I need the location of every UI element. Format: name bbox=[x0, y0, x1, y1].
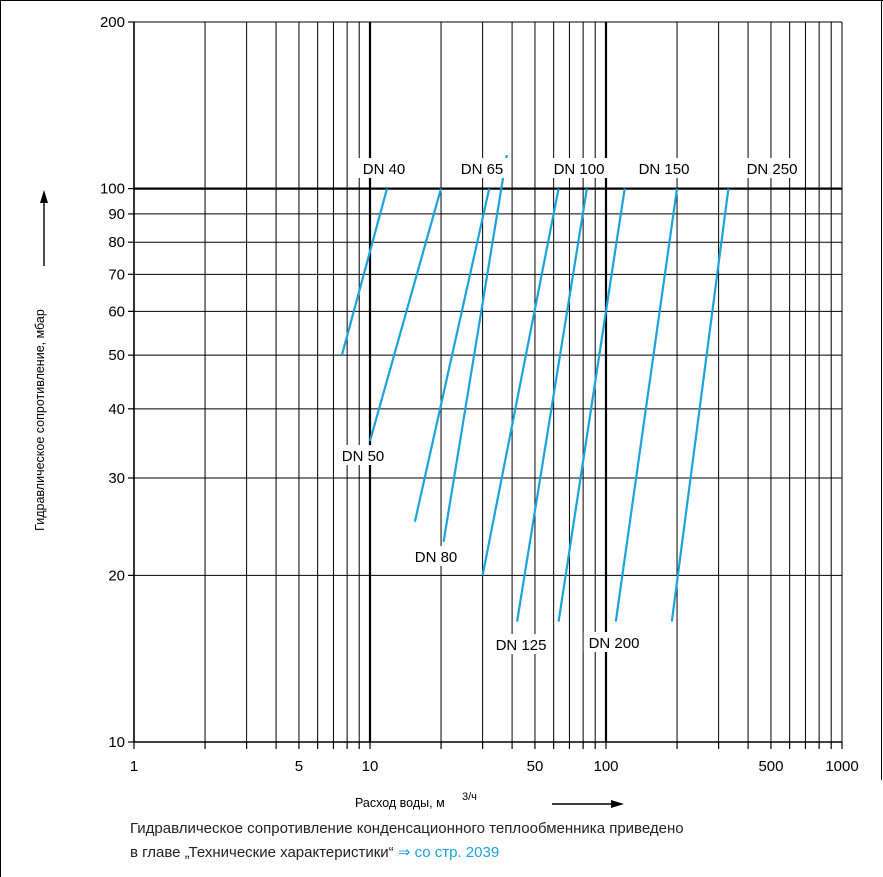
x-tick-label: 100 bbox=[593, 758, 618, 775]
caption: Гидравлическое сопротивление конденсацио… bbox=[130, 817, 684, 865]
series-label-bg bbox=[583, 632, 645, 652]
x-tick-label: 1000 bbox=[825, 758, 858, 775]
series-label-bg bbox=[490, 634, 552, 654]
y-tick-label: 40 bbox=[108, 401, 125, 418]
y-tick-label: 10 bbox=[108, 734, 125, 751]
series-label: DN 150 bbox=[639, 161, 690, 178]
series-label-bg bbox=[358, 158, 410, 178]
series-line-dn-100 bbox=[481, 188, 560, 576]
series-label: DN 200 bbox=[589, 635, 640, 652]
y-tick-label: 100 bbox=[100, 181, 125, 198]
y-axis-label: Гидравлическое сопротивление, мбар bbox=[33, 309, 47, 531]
caption-line-1: Гидравлическое сопротивление конденсацио… bbox=[130, 820, 684, 837]
x-tick-label: 1 bbox=[130, 758, 138, 775]
tick-labels: 10 20 30 40 50 60 70 80 90 100 200 1 5 10 50 100 500 1000 bbox=[100, 14, 859, 775]
series-line-dn-250 bbox=[670, 188, 730, 622]
series-line-dn-150 bbox=[557, 188, 626, 622]
series-line-dn-50 bbox=[368, 188, 443, 442]
caption-line-2: в главе „Технические характеристики“ ⇒ с… bbox=[130, 841, 684, 865]
series-line-dn-80 bbox=[442, 154, 508, 542]
y-tick-label: 90 bbox=[108, 206, 125, 223]
series-label-bg bbox=[741, 158, 803, 178]
x-axis-label-unit: 3/ч bbox=[462, 791, 477, 803]
page-reference-link[interactable]: со стр. 2039 bbox=[410, 844, 500, 861]
series-label: DN 80 bbox=[415, 549, 458, 566]
x-tick-label: 500 bbox=[758, 758, 783, 775]
series-label: DN 125 bbox=[496, 637, 547, 654]
series-labels: DN 40 DN 65 DN 100 DN 150 DN 250 DN 50 DN 80 DN… bbox=[337, 158, 803, 654]
series-line-dn-40 bbox=[340, 188, 389, 356]
y-tick-label: 200 bbox=[100, 14, 125, 31]
series-label: DN 50 bbox=[342, 448, 385, 465]
x-tick-label: 10 bbox=[362, 758, 379, 775]
series-lines bbox=[340, 154, 730, 622]
series-label: DN 65 bbox=[461, 161, 504, 178]
y-tick-label: 60 bbox=[108, 303, 125, 320]
y-tick-label: 50 bbox=[108, 347, 125, 364]
caption-line-2-text: в главе „Технические характеристики“ bbox=[130, 844, 398, 861]
series-line-dn-200 bbox=[614, 188, 679, 622]
y-arrow-head-icon bbox=[40, 190, 48, 203]
series-label: DN 100 bbox=[554, 161, 605, 178]
grid bbox=[133, 21, 843, 743]
series-label-bg bbox=[633, 158, 695, 178]
series-label: DN 40 bbox=[363, 161, 406, 178]
series-label-bg bbox=[337, 445, 389, 465]
x-tick-label: 50 bbox=[527, 758, 544, 775]
series-label: DN 250 bbox=[747, 161, 798, 178]
series-line-dn-65 bbox=[413, 188, 491, 523]
x-axis-label: Расход воды, м bbox=[355, 796, 445, 810]
x-tick-label: 5 bbox=[295, 758, 303, 775]
x-arrow-head-icon bbox=[611, 800, 624, 808]
series-label-bg bbox=[410, 546, 462, 566]
reference-arrow-icon: ⇒ bbox=[397, 844, 411, 861]
axes: Гидравлическое сопротивление, мбар Расход… bbox=[33, 21, 843, 810]
y-tick-label: 20 bbox=[108, 567, 125, 584]
y-tick-label: 70 bbox=[108, 266, 125, 283]
series-label-bg bbox=[548, 158, 610, 178]
series-line-dn-125 bbox=[516, 188, 588, 622]
y-tick-label: 30 bbox=[108, 470, 125, 487]
series-label-bg bbox=[456, 158, 508, 178]
y-tick-label: 80 bbox=[108, 234, 125, 251]
